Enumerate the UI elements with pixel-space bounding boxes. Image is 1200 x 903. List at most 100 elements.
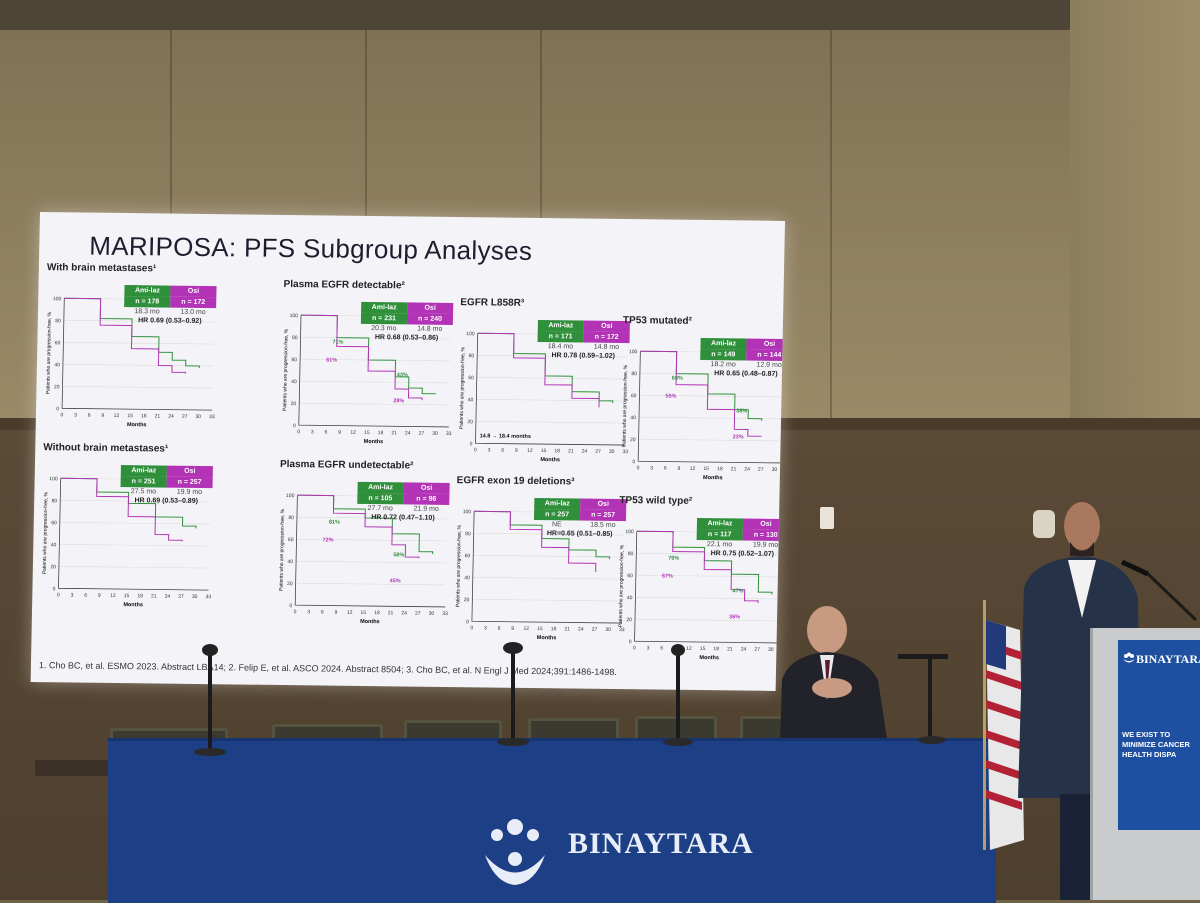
x-tick-label: 0 xyxy=(57,592,60,598)
y-tick-label: 20 xyxy=(626,617,632,623)
x-tick-label: 24 xyxy=(582,449,588,455)
ami-laz-median: NE xyxy=(551,521,562,529)
curve-annotation: 58% xyxy=(393,552,404,558)
x-tick-label: 12 xyxy=(523,626,529,632)
curve-annotation: 68% xyxy=(672,376,683,382)
osi-n: n = 257 xyxy=(166,476,213,489)
km-plot: 100 80 60 40 20 00 3 6 9 12 15 18 21 24 27 30 33 Months Pa… xyxy=(621,349,786,481)
x-axis-label: Months xyxy=(699,655,719,661)
x-tick-label: 18 xyxy=(141,413,147,419)
x-tick-label: 18 xyxy=(713,646,719,652)
ami-laz-legend: Ami-laz xyxy=(357,481,404,494)
y-tick-label: 80 xyxy=(288,515,294,521)
x-tick-label: 24 xyxy=(168,414,174,420)
x-axis-label: Months xyxy=(703,475,723,481)
km-plot: 100 80 60 40 20 00 3 6 9 12 15 18 21 24 27 30 33 Months Pa… xyxy=(45,296,215,428)
panel-title: EGFR exon 19 deletions³ xyxy=(456,475,575,488)
grid-line xyxy=(63,320,214,323)
grid-line xyxy=(639,394,786,398)
y-tick-label: 40 xyxy=(54,362,60,368)
y-tick-label: 20 xyxy=(630,437,636,443)
x-tick-label: 30 xyxy=(609,449,615,455)
y-axis-label: Patients who are progression-free, % xyxy=(45,311,53,394)
y-tick-label: 80 xyxy=(465,531,471,537)
y-tick-label: 0 xyxy=(293,423,296,429)
wall-sensor xyxy=(1033,510,1055,538)
x-tick-label: 6 xyxy=(660,646,663,652)
ami-laz-median: 18.3 mo xyxy=(134,308,160,316)
projection-screen: MARIPOSA: PFS Subgroup Analyses With bra… xyxy=(30,212,786,691)
curve-annotation: 81% xyxy=(329,520,340,526)
y-axis-label: Patients who are progression-free, % xyxy=(621,364,629,447)
y-tick-label: 20 xyxy=(464,597,470,603)
y-tick-label: 100 xyxy=(53,296,62,302)
y-tick-label: 100 xyxy=(290,313,299,319)
x-tick-label: 12 xyxy=(110,593,116,599)
hazard-ratio: HR 0.69 (0.53–0.92) xyxy=(138,317,202,325)
binaytara-logo-icon xyxy=(1123,652,1135,663)
ami-laz-legend: Ami-laz xyxy=(696,517,744,530)
axis xyxy=(294,495,446,608)
y-tick-label: 40 xyxy=(468,397,474,403)
seated-panelist xyxy=(780,606,888,745)
podium-slogan: WE EXIST TO MINIMIZE CANCER HEALTH DISPA xyxy=(1122,730,1190,759)
km-plot: 100 80 60 40 20 00 3 6 9 12 15 18 21 24 27 30 33 Months Pa… xyxy=(455,509,625,641)
x-tick-label: 30 xyxy=(429,611,435,617)
curve-annotation: 76% xyxy=(668,556,679,562)
panel-legend: Ami-laz Osi n = 149 n = 144 18.2 mo 12.9 mo HR… xyxy=(700,337,786,379)
y-tick-label: 60 xyxy=(291,357,297,363)
km-panel: TP53 wild type²1008060402000369121518212… xyxy=(616,495,786,667)
x-tick-label: 12 xyxy=(347,610,353,616)
x-tick-label: 18 xyxy=(378,430,384,436)
x-tick-label: 21 xyxy=(155,413,161,419)
ami-laz-legend: Ami-laz xyxy=(534,498,581,510)
y-tick-label: 60 xyxy=(465,553,471,559)
grid-line xyxy=(300,336,451,340)
x-tick-label: 18 xyxy=(374,610,380,616)
osi-legend: Osi xyxy=(742,518,786,531)
axis xyxy=(475,333,626,446)
y-tick-label: 80 xyxy=(628,551,634,557)
podium-sign: BINAYTARA WE EXIST TO MINIMIZE CANCER HE… xyxy=(1118,640,1200,830)
ceiling xyxy=(0,0,1200,30)
x-tick-label: 3 xyxy=(650,465,653,471)
x-tick-label: 6 xyxy=(498,626,501,632)
x-tick-label: 27 xyxy=(419,431,425,437)
grid-line xyxy=(472,576,623,580)
y-tick-label: 60 xyxy=(55,340,61,346)
grid-line xyxy=(475,420,626,424)
y-axis-label: Patients who are progression-free, % xyxy=(618,544,626,627)
x-tick-label: 27 xyxy=(758,467,764,473)
x-tick-label: 21 xyxy=(727,646,733,652)
y-tick-label: 100 xyxy=(629,349,638,355)
curve-annotation: 14.8 → 18.4 months xyxy=(480,433,531,440)
osi-curve xyxy=(640,350,762,437)
osi-curve xyxy=(300,314,423,401)
x-tick-label: 21 xyxy=(731,466,737,472)
x-tick-label: 0 xyxy=(60,412,63,418)
osi-legend: Osi xyxy=(746,338,786,351)
x-tick-label: 0 xyxy=(637,465,640,471)
km-panel: EGFR L858R³ 100 80 60 40 20 0 0 3 6 9 12 15 18 21 24 27 3… xyxy=(457,297,635,469)
ami-laz-legend: Ami-laz xyxy=(124,285,171,297)
panel-title: TP53 wild type² xyxy=(619,495,693,507)
grid-line xyxy=(477,354,628,358)
osi-n: n = 96 xyxy=(403,493,450,505)
x-axis-label: Months xyxy=(540,457,560,463)
panel-title: With brain metastases¹ xyxy=(46,262,157,275)
y-tick-label: 80 xyxy=(55,318,61,324)
x-tick-label: 33 xyxy=(622,449,628,455)
curve-annotation: 72% xyxy=(322,537,333,543)
osi-curve xyxy=(60,477,183,542)
ami-laz-median: 18.4 mo xyxy=(547,343,574,351)
ami-laz-median: 20.3 mo xyxy=(371,325,397,333)
y-tick-label: 80 xyxy=(469,353,475,359)
y-tick-label: 20 xyxy=(287,581,293,587)
grid-line xyxy=(59,544,210,547)
y-tick-label: 60 xyxy=(631,393,637,399)
ami-laz-legend: Ami-laz xyxy=(361,301,408,314)
curve-annotation: 43% xyxy=(397,372,408,378)
thermostat xyxy=(820,507,834,529)
x-tick-label: 9 xyxy=(98,593,101,599)
x-tick-label: 0 xyxy=(633,645,636,651)
